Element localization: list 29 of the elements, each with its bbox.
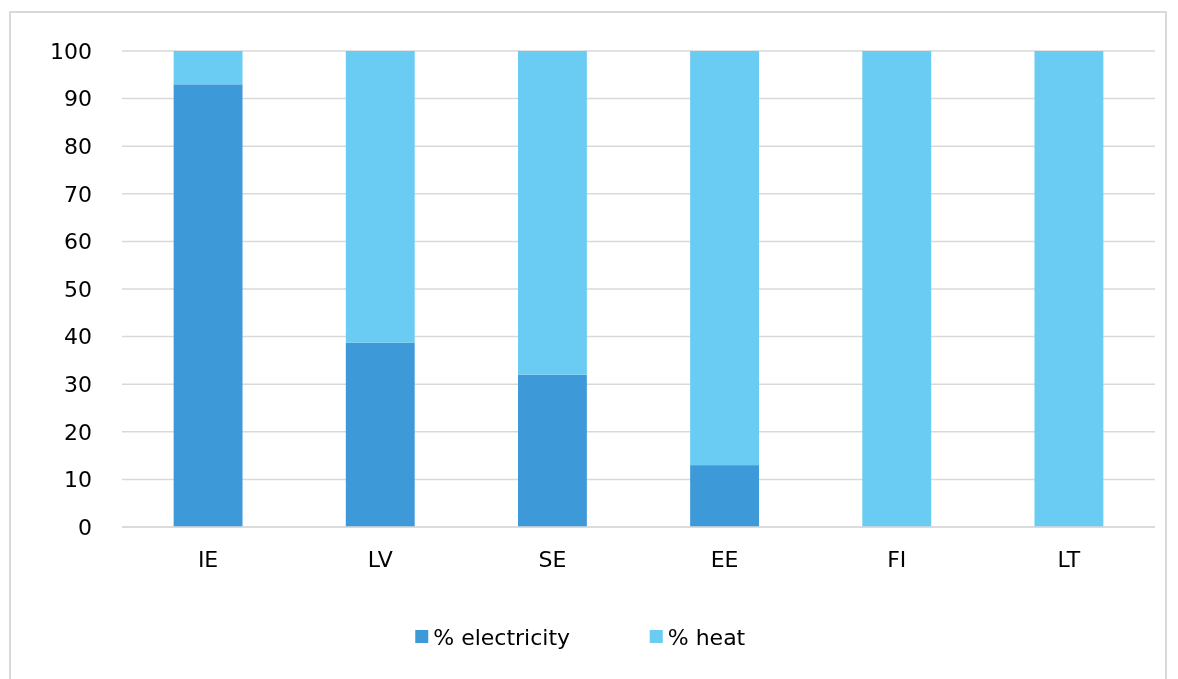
- bar: [690, 465, 760, 527]
- legend-label: % electricity: [433, 624, 571, 650]
- bar: [1034, 51, 1104, 527]
- x-tick-label: LV: [367, 547, 393, 572]
- y-tick-label: 90: [64, 86, 92, 112]
- y-tick-label: 70: [64, 181, 92, 207]
- bar: [173, 51, 243, 85]
- bar: [345, 51, 415, 343]
- bar: [517, 51, 587, 375]
- y-tick-label: 10: [64, 467, 92, 493]
- y-tick-label: 0: [78, 514, 92, 540]
- x-tick-label: IE: [197, 547, 219, 572]
- bar: [345, 342, 415, 527]
- y-tick-label: 40: [64, 324, 92, 350]
- bar: [862, 51, 932, 527]
- x-tick-label: LT: [1057, 547, 1081, 572]
- legend-label: % heat: [667, 624, 746, 650]
- bar: [173, 84, 243, 527]
- y-tick-label: 30: [64, 371, 92, 397]
- x-tick-label: FI: [887, 547, 907, 572]
- y-tick-label: 80: [64, 133, 92, 159]
- y-tick-label: 60: [64, 229, 92, 255]
- bar: [517, 374, 587, 527]
- x-tick-label: SE: [538, 547, 567, 572]
- bar: [690, 51, 760, 466]
- x-tick-label: EE: [710, 547, 739, 572]
- y-tick-label: 20: [64, 419, 92, 445]
- y-tick-label: 50: [64, 276, 92, 302]
- y-tick-label: 100: [50, 38, 92, 64]
